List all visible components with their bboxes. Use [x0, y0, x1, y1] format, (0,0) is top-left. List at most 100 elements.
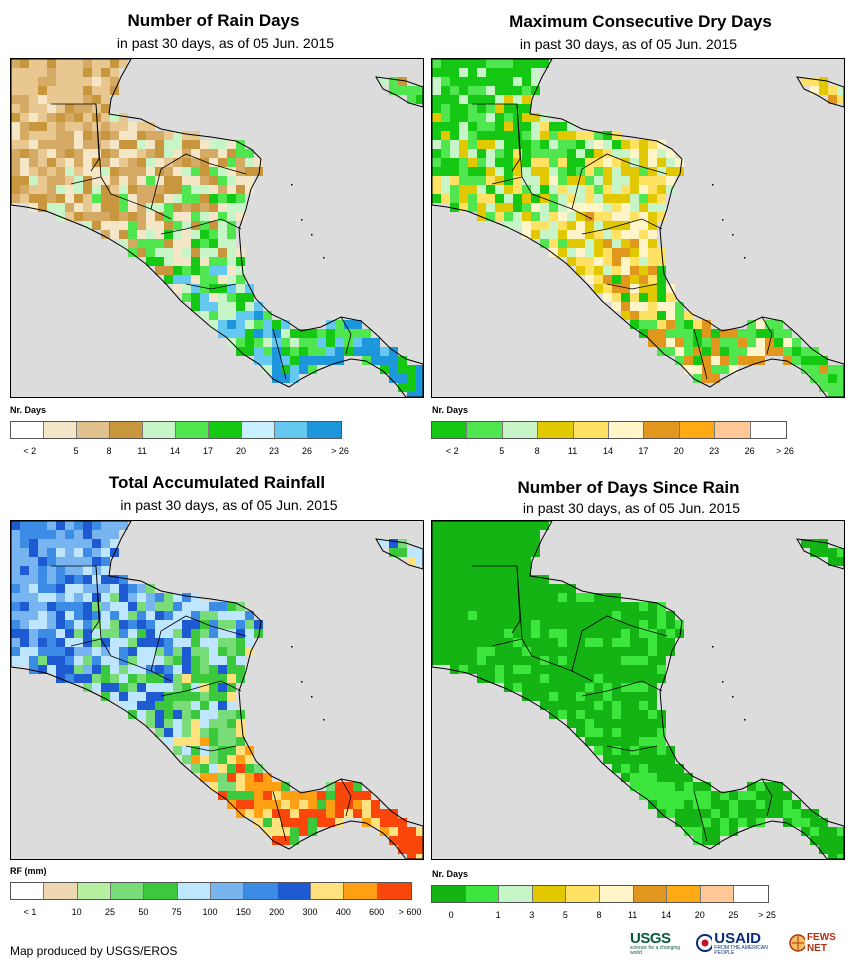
raster-cell	[612, 602, 621, 611]
raster-cell	[209, 737, 218, 746]
raster-cell	[540, 683, 549, 692]
raster-cell	[522, 647, 531, 656]
raster-cell	[468, 95, 477, 104]
raster-cell	[504, 557, 513, 566]
raster-cell	[441, 620, 450, 629]
raster-cell	[477, 557, 486, 566]
raster-cell	[603, 638, 612, 647]
raster-cell	[639, 176, 648, 185]
raster-cell	[83, 194, 92, 203]
raster-cell	[522, 530, 531, 539]
raster-cell	[702, 818, 711, 827]
raster-cell	[218, 212, 227, 221]
raster-cell	[74, 203, 83, 212]
raster-cell	[182, 167, 191, 176]
raster-cell	[236, 773, 245, 782]
raster-cell	[47, 104, 56, 113]
raster-cell	[155, 692, 164, 701]
raster-cell	[621, 194, 630, 203]
raster-cell	[290, 818, 299, 827]
raster-cell	[702, 338, 711, 347]
raster-cell	[585, 167, 594, 176]
raster-cell	[173, 638, 182, 647]
raster-cell	[477, 638, 486, 647]
raster-cell	[450, 194, 459, 203]
raster-cell	[657, 629, 666, 638]
raster-cell	[173, 710, 182, 719]
raster-cell	[513, 131, 522, 140]
raster-cell	[432, 149, 441, 158]
raster-cell	[603, 710, 612, 719]
raster-cells	[11, 521, 423, 859]
raster-cell	[639, 701, 648, 710]
raster-cell	[47, 68, 56, 77]
raster-cell	[119, 665, 128, 674]
raster-cell	[155, 638, 164, 647]
raster-cell	[20, 656, 29, 665]
raster-cell	[531, 575, 540, 584]
raster-cell	[155, 194, 164, 203]
raster-cell	[459, 656, 468, 665]
raster-cell	[101, 68, 110, 77]
raster-cell	[657, 311, 666, 320]
raster-cell	[128, 140, 137, 149]
legend-tick-label: 1	[495, 910, 501, 920]
legend-tick-label: 11	[137, 446, 147, 456]
raster-cell	[522, 557, 531, 566]
raster-cell	[119, 692, 128, 701]
raster-cell	[432, 638, 441, 647]
raster-cell	[477, 158, 486, 167]
raster-cell	[693, 782, 702, 791]
raster-cell	[182, 728, 191, 737]
raster-cell	[648, 683, 657, 692]
raster-cell	[648, 194, 657, 203]
legend-swatch	[275, 422, 308, 438]
raster-cell	[155, 647, 164, 656]
raster-cell	[477, 656, 486, 665]
coastline	[432, 521, 844, 859]
raster-cell	[477, 566, 486, 575]
raster-cell	[504, 674, 513, 683]
raster-cell	[416, 95, 423, 104]
raster-cell	[486, 203, 495, 212]
raster-cell	[29, 620, 38, 629]
raster-cell	[20, 602, 29, 611]
legend-swatch	[310, 883, 345, 899]
raster-cell	[531, 149, 540, 158]
raster-cell	[648, 647, 657, 656]
raster-cell	[558, 158, 567, 167]
raster-cell	[468, 575, 477, 584]
legend-tick-label: 50	[138, 907, 149, 917]
raster-cell	[828, 392, 837, 397]
raster-cell	[495, 131, 504, 140]
raster-cell	[522, 521, 531, 530]
raster-cell	[738, 356, 747, 365]
legend-tick-label: 0	[448, 910, 454, 920]
raster-cell	[47, 557, 56, 566]
raster-cell	[558, 248, 567, 257]
raster-cell	[702, 782, 711, 791]
raster-cell	[585, 737, 594, 746]
raster-cell	[567, 203, 576, 212]
raster-cell	[450, 95, 459, 104]
raster-cell	[38, 620, 47, 629]
raster-cell	[200, 665, 209, 674]
raster-cell	[576, 656, 585, 665]
raster-cell	[585, 620, 594, 629]
raster-cell	[362, 800, 371, 809]
raster-cell	[495, 620, 504, 629]
raster-cell	[110, 122, 119, 131]
raster-cell	[200, 203, 209, 212]
raster-cell	[137, 629, 146, 638]
raster-cell	[209, 665, 218, 674]
raster-cell	[83, 602, 92, 611]
raster-cell	[191, 248, 200, 257]
raster-cell	[371, 338, 380, 347]
raster-cell	[441, 575, 450, 584]
raster-cell	[648, 320, 657, 329]
raster-cell	[477, 203, 486, 212]
raster-cell	[38, 167, 47, 176]
raster-cell	[11, 611, 20, 620]
raster-cell	[567, 611, 576, 620]
raster-cell	[182, 665, 191, 674]
